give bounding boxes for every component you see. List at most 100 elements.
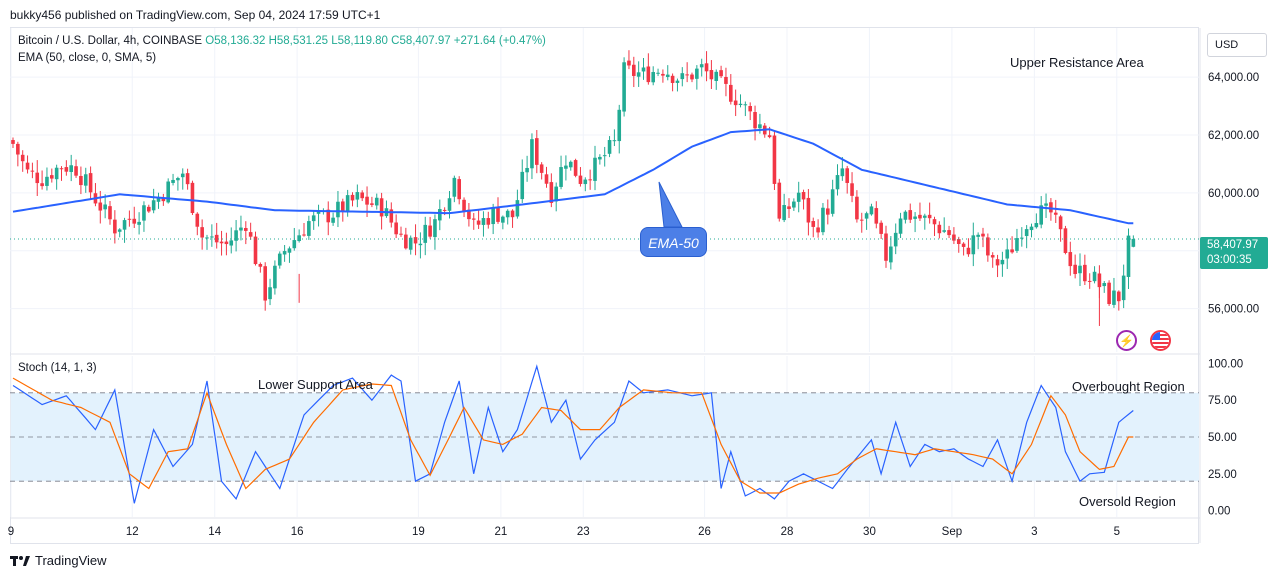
- candle-body: [578, 175, 583, 184]
- candle-body: [942, 230, 946, 232]
- candle-body: [350, 194, 355, 201]
- candle-body: [830, 189, 835, 214]
- candle-body: [311, 215, 316, 222]
- ema-legend[interactable]: EMA (50, close, 0, SMA, 5): [18, 52, 157, 64]
- stoch-tick-label: 100.00: [1208, 358, 1243, 370]
- stoch-tick-label: 25.00: [1208, 469, 1237, 481]
- candle-body: [748, 106, 752, 112]
- candle-body: [379, 198, 384, 217]
- symbol-legend[interactable]: Bitcoin / U.S. Dollar, 4h, COINBASE O58,…: [18, 35, 546, 47]
- candle-body: [30, 170, 35, 172]
- candle-body: [496, 207, 500, 222]
- candle-body: [1049, 202, 1053, 213]
- candle-body: [471, 218, 476, 220]
- candle-body: [709, 70, 714, 80]
- stoch-legend[interactable]: Stoch (14, 1, 3): [18, 362, 97, 374]
- candle-body: [161, 197, 166, 202]
- candle-body: [452, 177, 457, 197]
- candle-body: [54, 167, 59, 180]
- candle-body: [98, 202, 103, 211]
- candle-body: [457, 179, 461, 200]
- symbol-name: Bitcoin / U.S. Dollar, 4h, COINBASE: [18, 35, 203, 47]
- stoch-tick-label: 75.00: [1208, 395, 1237, 407]
- candle-body: [74, 166, 78, 176]
- candle-body: [205, 237, 209, 239]
- candle-body: [602, 155, 607, 157]
- candle-body: [530, 139, 534, 169]
- candle-body: [869, 206, 874, 215]
- candle-body: [1068, 252, 1073, 267]
- candle-body: [219, 241, 224, 244]
- candle-body: [45, 176, 49, 186]
- candle-body: [835, 175, 840, 190]
- price-tick-label: 62,000.00: [1208, 130, 1259, 142]
- candle-body: [947, 230, 951, 236]
- currency-selector[interactable]: USD: [1207, 33, 1267, 57]
- candle-body: [729, 84, 733, 102]
- candle-body: [913, 216, 917, 219]
- candle-body: [986, 237, 990, 256]
- ema-callout-pointer: [658, 181, 683, 228]
- time-tick-label: 28: [781, 526, 794, 538]
- candle-body: [365, 196, 369, 205]
- candle-body: [515, 200, 520, 217]
- candle-body: [680, 73, 685, 80]
- us-flag-icon[interactable]: [1150, 330, 1171, 351]
- candle-body: [539, 164, 544, 173]
- candle-body: [1107, 282, 1111, 305]
- lower-support-label: Lower Support Area: [258, 377, 373, 392]
- candle-body: [341, 201, 345, 212]
- candle-body: [1029, 226, 1034, 231]
- candle-body: [510, 210, 515, 218]
- candle-body: [792, 201, 796, 208]
- candle-body: [525, 167, 529, 173]
- candle-body: [132, 218, 137, 224]
- candle-body: [307, 221, 311, 236]
- candle-body: [796, 192, 801, 202]
- candle-body: [151, 200, 156, 211]
- candle-body: [714, 71, 719, 81]
- candle-body: [976, 234, 980, 237]
- candle-body: [360, 192, 364, 199]
- candle-body: [685, 74, 689, 76]
- candle-body: [990, 255, 995, 258]
- candle-body: [733, 100, 738, 106]
- candle-body: [79, 175, 83, 186]
- candle-body: [1078, 265, 1082, 274]
- candle-body: [758, 124, 762, 129]
- bolt-icon[interactable]: ⚡: [1116, 330, 1137, 351]
- candle-body: [665, 74, 670, 77]
- price-tick-label: 60,000.00: [1208, 188, 1259, 200]
- candle-body: [302, 234, 306, 236]
- candle-body: [336, 201, 340, 218]
- time-tick-label: 30: [863, 526, 876, 538]
- candle-body: [142, 205, 146, 221]
- time-tick-label: 23: [577, 526, 590, 538]
- candle-body: [394, 222, 398, 235]
- candle-body: [156, 197, 161, 202]
- candle-body: [481, 218, 486, 225]
- time-tick-label: 9: [8, 526, 14, 538]
- candle-body: [35, 172, 40, 184]
- candle-body: [918, 214, 922, 219]
- candle-body: [88, 173, 93, 193]
- candle-body: [200, 227, 204, 238]
- candle-body: [433, 219, 437, 238]
- candle-body: [234, 230, 238, 241]
- candle-body: [646, 66, 651, 83]
- candle-body: [467, 209, 471, 220]
- candle-body: [268, 287, 272, 300]
- tradingview-footer[interactable]: TradingView: [10, 553, 107, 568]
- candle-body: [777, 182, 782, 219]
- candle-body: [753, 112, 757, 129]
- bar-countdown: 03:00:35: [1207, 254, 1252, 266]
- candle-body: [20, 154, 25, 162]
- candle-body: [966, 247, 971, 255]
- candle-body: [229, 240, 234, 246]
- time-tick-label: Sep: [942, 526, 962, 538]
- candle-body: [767, 135, 772, 138]
- candle-body: [127, 218, 132, 220]
- candle-body: [738, 103, 743, 106]
- candle-body: [413, 237, 418, 244]
